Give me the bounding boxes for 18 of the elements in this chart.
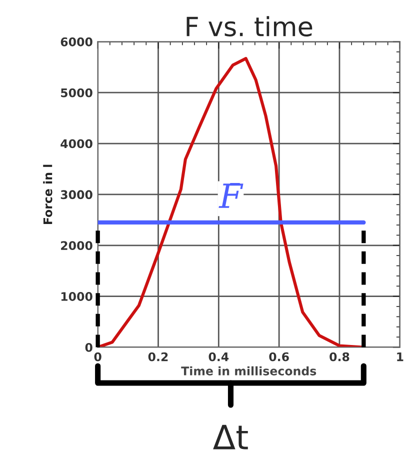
x-tick-label: 1 [397,352,404,362]
y-tick-label: 6000 [60,37,92,46]
ref-line-label: F̄ [218,183,244,208]
x-tick-label: 0.8 [330,352,350,362]
x-tick-label: 0.6 [269,352,289,362]
chart-title: F vs. time [186,16,312,36]
text: Δt [213,424,248,450]
y-tick-label: 3000 [60,190,92,200]
y-tick-label: 5000 [61,88,92,98]
y-tick-label: 0 [85,342,92,352]
y-tick-label: 2000 [61,241,92,250]
y-tick-label: 1000 [61,292,92,301]
x-axis-title: Time in milliseconds [181,366,316,376]
x-tick-label: 0.2 [148,352,168,362]
x-tick-label: 0.4 [208,352,229,362]
x-tick-label: 0 [94,352,102,362]
y-tick-label: 4000 [60,139,92,148]
y-axis-title: Force in l [43,164,52,224]
